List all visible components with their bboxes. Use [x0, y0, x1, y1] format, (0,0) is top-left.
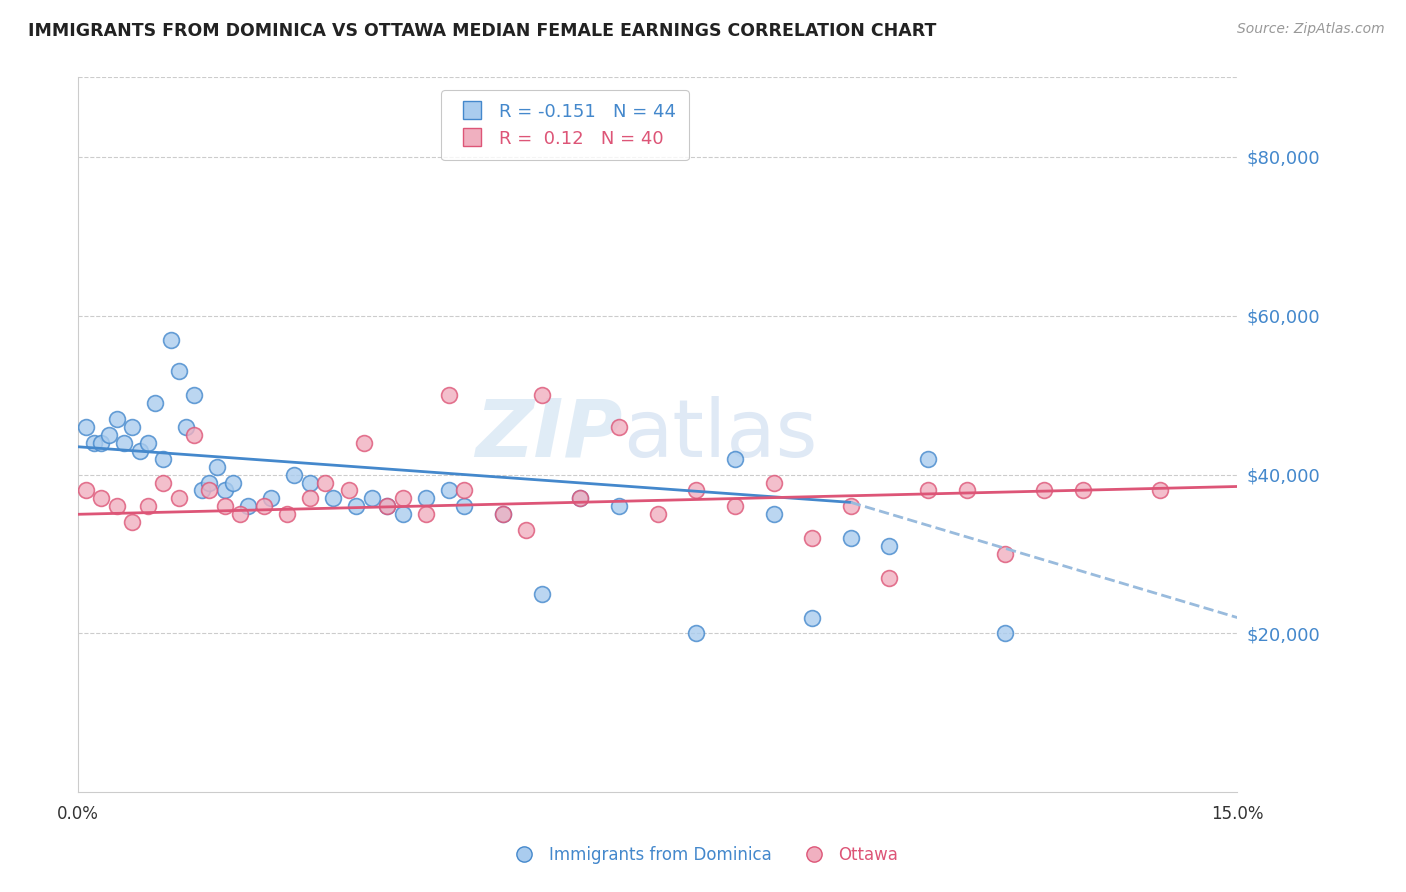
Point: [801, 531, 824, 545]
Point: [236, 500, 259, 514]
Point: [607, 500, 630, 514]
Point: [152, 451, 174, 466]
Point: [492, 508, 515, 522]
Point: [214, 500, 236, 514]
Point: [569, 491, 592, 506]
Point: [298, 475, 321, 490]
Point: [375, 500, 398, 514]
Point: [152, 475, 174, 490]
Point: [114, 435, 136, 450]
Point: [453, 500, 475, 514]
Point: [75, 420, 97, 434]
Point: [105, 500, 128, 514]
Point: [121, 420, 143, 434]
Point: [1033, 483, 1056, 498]
Point: [183, 428, 205, 442]
Point: [337, 483, 360, 498]
Point: [724, 500, 747, 514]
Point: [136, 435, 159, 450]
Point: [90, 435, 112, 450]
Point: [1071, 483, 1094, 498]
Point: [530, 587, 553, 601]
Point: [276, 508, 298, 522]
Point: [205, 459, 228, 474]
Point: [360, 491, 382, 506]
Point: [90, 491, 112, 506]
Point: [607, 420, 630, 434]
Point: [298, 491, 321, 506]
Point: [801, 610, 824, 624]
Text: ZIP: ZIP: [475, 396, 623, 474]
Point: [322, 491, 344, 506]
Point: [453, 483, 475, 498]
Point: [314, 475, 336, 490]
Point: [569, 491, 592, 506]
Point: [879, 539, 901, 553]
Point: [879, 571, 901, 585]
Point: [415, 508, 437, 522]
Point: [136, 500, 159, 514]
Point: [198, 475, 221, 490]
Point: [176, 420, 198, 434]
Point: [260, 491, 283, 506]
Text: IMMIGRANTS FROM DOMINICA VS OTTAWA MEDIAN FEMALE EARNINGS CORRELATION CHART: IMMIGRANTS FROM DOMINICA VS OTTAWA MEDIA…: [28, 22, 936, 40]
Point: [344, 500, 367, 514]
Point: [190, 483, 212, 498]
Point: [647, 508, 669, 522]
Point: [917, 483, 939, 498]
Point: [198, 483, 221, 498]
Legend: Immigrants from Dominica, Ottawa: Immigrants from Dominica, Ottawa: [501, 839, 905, 871]
Point: [724, 451, 747, 466]
Point: [1149, 483, 1171, 498]
Point: [145, 396, 167, 410]
Point: [956, 483, 979, 498]
Point: [391, 508, 413, 522]
Point: [917, 451, 939, 466]
Text: Source: ZipAtlas.com: Source: ZipAtlas.com: [1237, 22, 1385, 37]
Legend: R = -0.151   N = 44, R =  0.12   N = 40: R = -0.151 N = 44, R = 0.12 N = 40: [441, 90, 689, 161]
Point: [839, 531, 862, 545]
Point: [762, 508, 785, 522]
Point: [685, 626, 707, 640]
Point: [353, 435, 375, 450]
Point: [105, 412, 128, 426]
Point: [283, 467, 305, 482]
Point: [685, 483, 707, 498]
Point: [415, 491, 437, 506]
Point: [98, 428, 121, 442]
Point: [167, 364, 190, 378]
Point: [437, 388, 460, 402]
Point: [83, 435, 105, 450]
Point: [839, 500, 862, 514]
Point: [167, 491, 190, 506]
Point: [75, 483, 97, 498]
Point: [391, 491, 413, 506]
Point: [437, 483, 460, 498]
Point: [221, 475, 243, 490]
Point: [515, 523, 537, 537]
Point: [183, 388, 205, 402]
Point: [530, 388, 553, 402]
Point: [229, 508, 252, 522]
Point: [214, 483, 236, 498]
Point: [375, 500, 398, 514]
Point: [129, 443, 152, 458]
Point: [121, 515, 143, 529]
Point: [252, 500, 274, 514]
Text: atlas: atlas: [623, 396, 817, 474]
Point: [994, 547, 1017, 561]
Point: [160, 333, 183, 347]
Point: [762, 475, 785, 490]
Point: [492, 508, 515, 522]
Point: [994, 626, 1017, 640]
